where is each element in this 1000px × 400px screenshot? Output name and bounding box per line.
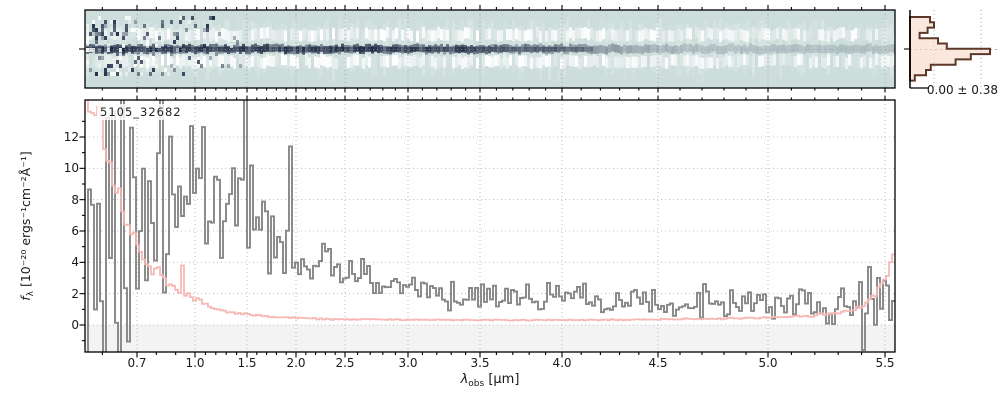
error-line xyxy=(87,100,895,322)
panel-2d xyxy=(85,10,895,88)
y-tick-label: 10 xyxy=(63,161,79,176)
y-tick-label: 2 xyxy=(71,286,79,301)
x-tick-label: 3.5 xyxy=(470,356,490,370)
x-axis-label: λobs [μm] xyxy=(461,372,520,389)
x-tick-label: 0.7 xyxy=(127,356,147,370)
y-tick-label: 6 xyxy=(71,223,79,238)
x-tick-label: 4.0 xyxy=(552,356,572,370)
xlabel-symbol: λ xyxy=(460,372,469,387)
flux-line xyxy=(87,100,895,352)
ylabel-subscript: λ xyxy=(26,290,36,297)
ylabel-unit: [10⁻²⁰ ergs⁻¹cm⁻²Å⁻¹] xyxy=(18,151,33,291)
x-tick-label: 1.5 xyxy=(237,356,257,370)
y-axis-label: fλ [10⁻²⁰ ergs⁻¹cm⁻²Å⁻¹] xyxy=(18,151,36,300)
y-tick-label: 0 xyxy=(71,318,79,332)
y-tick-label: 4 xyxy=(71,255,79,270)
x-tick-label: 4.5 xyxy=(648,356,668,370)
x-tick-label: 5.0 xyxy=(758,356,778,370)
panel-main xyxy=(85,325,895,352)
histogram-outline xyxy=(909,16,991,82)
x-tick-label: 3.0 xyxy=(398,356,418,370)
xlabel-subscript: obs xyxy=(468,379,485,389)
x-tick-label: 2.5 xyxy=(335,356,355,370)
panel-2d-gridlines xyxy=(85,10,895,88)
x-tick-label: 5.5 xyxy=(875,356,895,370)
main-gridlines xyxy=(85,100,895,352)
xlabel-unit: [μm] xyxy=(484,372,520,387)
object-id-label: 5105_32682 xyxy=(97,104,185,120)
x-tick-label: 1.0 xyxy=(185,356,205,370)
panel-hist xyxy=(909,10,999,88)
y-tick-label: 12 xyxy=(63,129,79,144)
y-tick-label: 8 xyxy=(71,192,79,207)
hist-annotation: 0.00 ± 0.38 xyxy=(926,83,998,97)
x-tick-label: 2.0 xyxy=(286,356,306,370)
ticks xyxy=(79,5,910,358)
ylabel-symbol: f xyxy=(18,296,33,301)
